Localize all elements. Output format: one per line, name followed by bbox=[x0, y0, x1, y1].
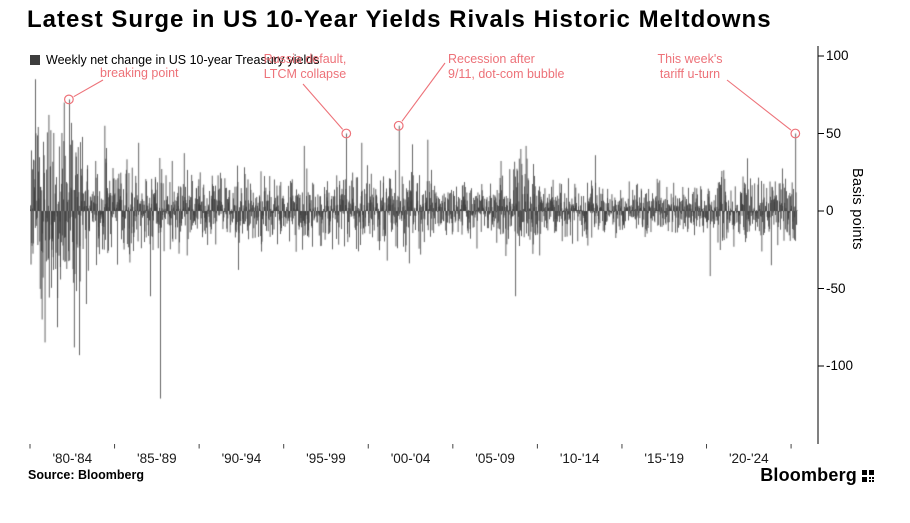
legend-label: Weekly net change in US 10-year Treasury… bbox=[46, 53, 320, 67]
bars-canvas bbox=[30, 46, 805, 406]
x-axis-tick-label: '95-'99 bbox=[306, 451, 346, 466]
annotation-text-line: LTCM collapse bbox=[263, 67, 347, 81]
annotation-text-line: tariff u-turn bbox=[659, 67, 721, 81]
annotation-dotcom-911: Recession after 9/11, dot-com bubble bbox=[448, 52, 565, 82]
legend: Weekly net change in US 10-year Treasury… bbox=[30, 53, 320, 67]
y-axis-tick-label: 0 bbox=[826, 203, 834, 218]
annotation-text-line: Recession after bbox=[448, 52, 535, 66]
bloomberg-mark-icon bbox=[862, 469, 874, 482]
y-axis-tick-label: 50 bbox=[826, 125, 842, 141]
x-axis-tick-label: '90-'94 bbox=[221, 451, 262, 466]
x-axis-tick-label: '10-'14 bbox=[559, 451, 600, 466]
annotation-text-line: 9/11, dot-com bubble bbox=[448, 67, 565, 81]
x-axis-tick-label: '80-'84 bbox=[52, 451, 93, 466]
annotation-russia-ltcm: Russia default, LTCM collapse bbox=[255, 52, 355, 82]
bloomberg-wordmark: Bloomberg bbox=[760, 465, 857, 485]
annotation-text-line: breaking point bbox=[100, 66, 179, 80]
chart-title: Latest Surge in US 10-Year Yields Rivals… bbox=[27, 6, 772, 33]
x-axis-tick-label: '20-'24 bbox=[728, 451, 769, 466]
y-axis-title: Basis points bbox=[849, 168, 865, 250]
x-axis-tick-label: '15-'19 bbox=[644, 451, 685, 466]
x-axis-tick-label: '85-'89 bbox=[137, 451, 177, 466]
x-axis-tick-label: '00-'04 bbox=[390, 451, 431, 466]
annotation-text-line: Russia default, bbox=[263, 52, 347, 66]
source-label: Source: Bloomberg bbox=[28, 468, 144, 482]
annotation-tariff-uturn: This week's tariff u-turn bbox=[648, 52, 732, 82]
annotation-text-line: This week's bbox=[657, 52, 723, 66]
annotation-breaking-point: breaking point bbox=[100, 66, 179, 81]
bloomberg-logo: Bloomberg bbox=[760, 465, 874, 486]
x-axis-tick-label: '05-'09 bbox=[475, 451, 515, 466]
y-axis-tick-label: 100 bbox=[826, 48, 849, 63]
y-axis-tick-label: -100 bbox=[826, 358, 854, 373]
legend-swatch-icon bbox=[30, 55, 40, 65]
y-axis-tick-label: -50 bbox=[826, 280, 846, 296]
